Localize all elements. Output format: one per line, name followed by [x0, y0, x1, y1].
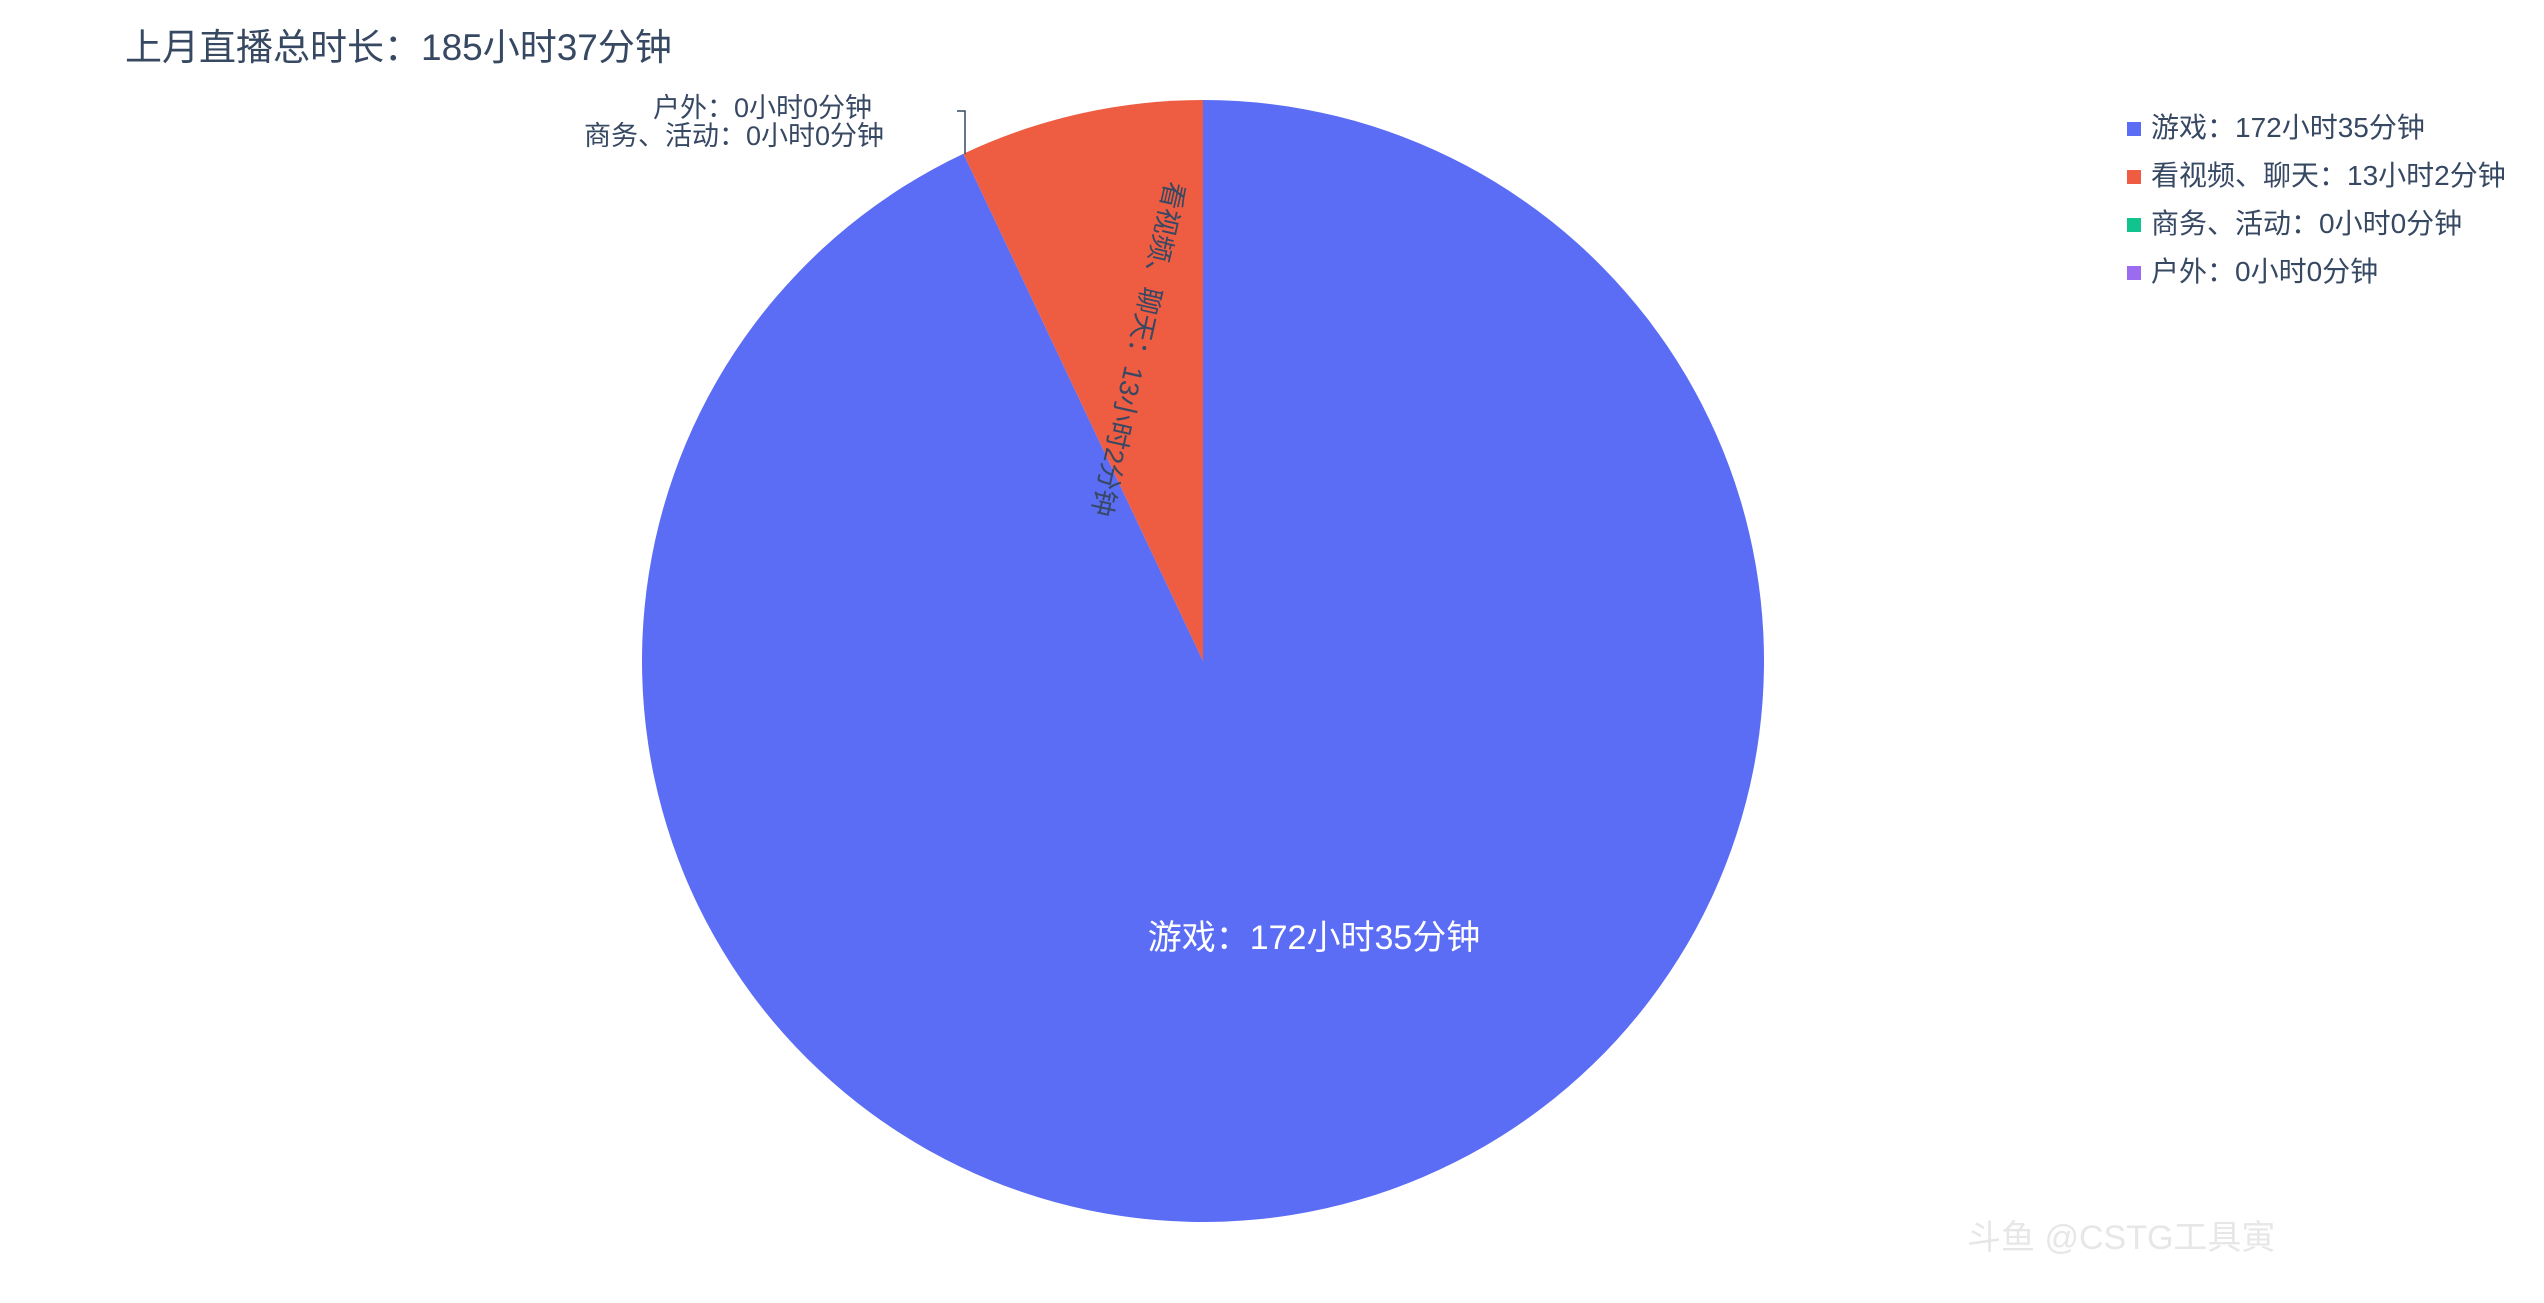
svg-text:游戏：172小时35分钟: 游戏：172小时35分钟 [1148, 919, 1481, 957]
svg-text:户外：0小时0分钟: 户外：0小时0分钟 [653, 93, 872, 123]
svg-text:商务、活动：0小时0分钟: 商务、活动：0小时0分钟 [584, 121, 884, 151]
